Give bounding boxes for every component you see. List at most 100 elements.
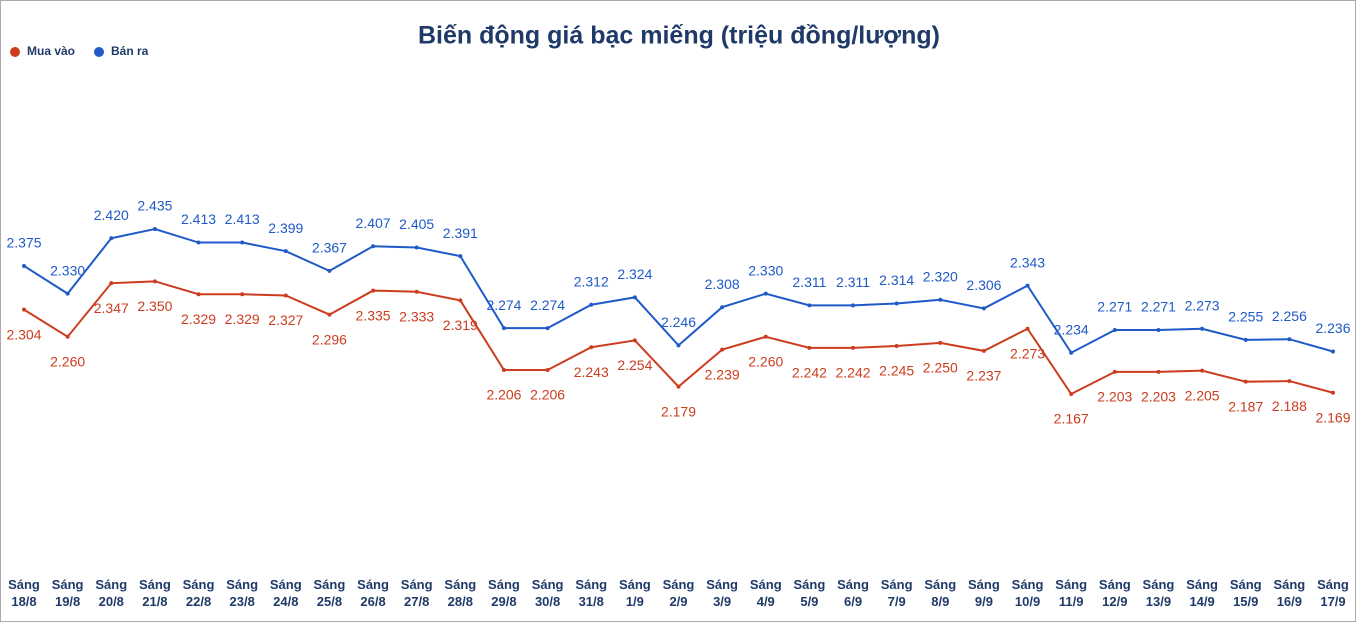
data-label: 2.242 (836, 365, 871, 381)
point (894, 343, 899, 348)
data-label: 2.203 (1097, 389, 1132, 405)
point (65, 291, 70, 296)
point (501, 367, 506, 372)
point (720, 305, 725, 310)
point (327, 268, 332, 273)
point (1112, 327, 1117, 332)
x-tick-label: Sáng 7/9 (880, 577, 913, 609)
point (22, 263, 26, 268)
data-label: 2.333 (399, 309, 434, 325)
point (807, 345, 812, 350)
point (283, 293, 288, 298)
point (1025, 326, 1030, 331)
point (1287, 379, 1292, 384)
data-label: 2.413 (225, 211, 260, 227)
x-tick-label: Sáng 6/9 (837, 577, 869, 609)
x-tick-label: Sáng 20/8 (95, 577, 128, 609)
point (1200, 326, 1205, 331)
data-label: 2.245 (879, 363, 914, 379)
data-label: 2.273 (1185, 297, 1220, 313)
x-tick-label: Sáng 17/9 (1317, 577, 1349, 609)
x-tick-label: Sáng 16/9 (1273, 577, 1306, 609)
point (1243, 337, 1248, 342)
point (676, 343, 681, 348)
point (1025, 283, 1030, 288)
point (589, 345, 594, 350)
point (545, 367, 550, 372)
point (894, 301, 899, 306)
x-tick-label: Sáng 28/8 (444, 577, 477, 609)
point (938, 297, 943, 302)
data-label: 2.399 (268, 220, 303, 236)
legend-label: Bán ra (111, 44, 149, 58)
data-label: 2.391 (443, 225, 478, 241)
data-label: 2.187 (1228, 398, 1263, 414)
point (807, 303, 812, 308)
data-label: 2.329 (181, 311, 216, 327)
data-label: 2.250 (923, 360, 958, 376)
point (109, 281, 114, 286)
point (851, 345, 856, 350)
point (1156, 327, 1161, 332)
point (1331, 390, 1335, 395)
data-label: 2.296 (312, 331, 347, 347)
point (152, 279, 157, 284)
data-label: 2.375 (6, 235, 41, 251)
point (1156, 369, 1161, 374)
x-tick-label: Sáng 24/8 (269, 577, 302, 609)
x-tick-label: Sáng 22/8 (182, 577, 215, 609)
data-label: 2.273 (1010, 345, 1045, 361)
point (152, 227, 157, 231)
legend-marker (94, 47, 104, 57)
x-tick-label: Sáng 29/8 (488, 577, 520, 609)
x-tick-label: Sáng 12/9 (1098, 577, 1131, 609)
point (545, 326, 550, 331)
x-tick-label: Sáng 30/8 (531, 577, 564, 609)
point (371, 288, 376, 293)
point (414, 245, 419, 250)
data-label: 2.260 (748, 353, 783, 369)
data-label: 2.405 (399, 216, 434, 232)
x-tick-label: Sáng 2/9 (662, 577, 695, 609)
data-label: 2.367 (312, 240, 347, 256)
x-tick-label: Sáng 15/9 (1229, 577, 1262, 609)
point (283, 249, 288, 254)
data-label: 2.246 (661, 314, 696, 330)
point (240, 240, 245, 245)
x-tick-label: Sáng 3/9 (706, 577, 739, 609)
x-tick-label: Sáng 14/9 (1186, 577, 1218, 609)
data-label: 2.179 (661, 403, 696, 419)
point (938, 340, 943, 345)
data-label: 2.255 (1228, 309, 1263, 325)
data-label: 2.256 (1272, 308, 1307, 324)
point (632, 295, 637, 300)
point (1331, 349, 1335, 354)
point (720, 347, 725, 352)
chart-title: Biến động giá bạc miếng (triệu đồng/lượn… (418, 22, 940, 50)
data-label: 2.243 (574, 364, 609, 380)
x-tick-label: Sáng 13/9 (1142, 577, 1175, 609)
x-tick-label: Sáng 4/9 (749, 577, 782, 609)
x-tick-label: Sáng 27/8 (400, 577, 433, 609)
data-label: 2.319 (443, 317, 478, 333)
data-label: 2.167 (1054, 411, 1089, 427)
x-tick-label: Sáng 8/9 (924, 577, 957, 609)
data-label: 2.206 (486, 387, 521, 403)
point (981, 348, 986, 353)
point (371, 244, 376, 249)
data-label: 2.420 (94, 207, 129, 223)
x-tick-label: Sáng 19/8 (51, 577, 84, 609)
data-label: 2.329 (225, 311, 260, 327)
data-label: 2.312 (574, 273, 609, 289)
point (632, 338, 637, 343)
point (1287, 337, 1292, 342)
data-label: 2.308 (705, 276, 740, 292)
x-tick-label: Sáng 5/9 (793, 577, 826, 609)
data-label: 2.435 (137, 198, 172, 214)
x-tick-label: Sáng 11/9 (1055, 577, 1088, 609)
data-label: 2.314 (879, 272, 914, 288)
data-label: 2.274 (530, 297, 565, 313)
point (501, 326, 506, 331)
data-label: 2.311 (792, 274, 826, 290)
data-label: 2.327 (268, 312, 303, 328)
